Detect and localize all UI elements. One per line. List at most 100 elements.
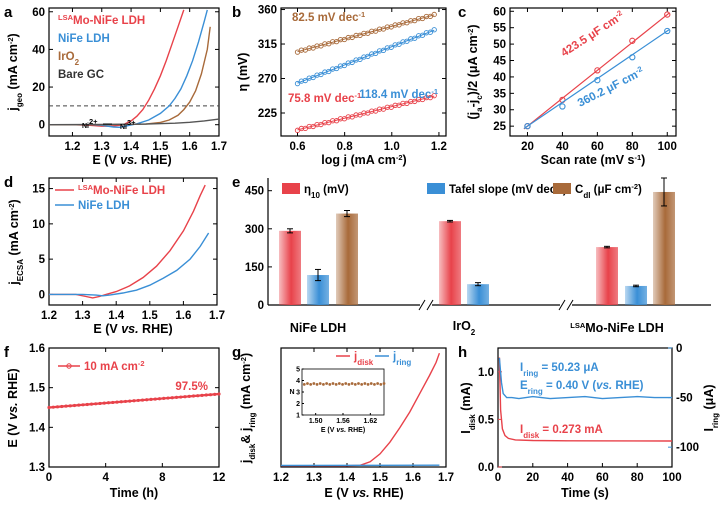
panel-g-inset-data-point (350, 382, 354, 385)
panel-e-legend-entry: Cdl (μF cm-2) (575, 182, 642, 200)
panel-g-xtick-label: 1.5 (372, 472, 389, 484)
panel-f-data-point (170, 396, 174, 400)
panel-e-axis-break (558, 299, 566, 311)
panel-c-xtick-label: 100 (658, 141, 677, 153)
panel-h-xtick-label: 100 (662, 472, 681, 484)
panel-g-inset-ytick-label: 3 (296, 390, 300, 397)
panel-g-inset-data-point (309, 383, 313, 386)
panel-a-xtick-label: 1.2 (64, 141, 80, 153)
panel-d-xtick-label: 1.5 (142, 310, 159, 322)
panel-g-frame (280, 347, 447, 468)
panel-a-xtick-label: 1.4 (123, 141, 140, 153)
panel-b-ylabel: η (mV) (236, 53, 250, 92)
panel-b-ytick-label: 270 (258, 74, 277, 86)
panel-d-xtick-label: 1.2 (41, 310, 57, 322)
panel-f-data-point (119, 400, 123, 404)
panel-b-xtick-label: 0.8 (337, 141, 354, 153)
panel-h-ytick-label-right: -50 (676, 393, 693, 405)
panel-g-inset-data-point (353, 383, 357, 386)
panel-f-data-point (217, 392, 221, 396)
panel-a-ytick-label: 0 (39, 120, 45, 132)
panel-c-ytick-label: 60 (493, 6, 506, 18)
panel-c-ytick-label: 25 (493, 121, 506, 133)
panel-f-data-point (149, 397, 153, 402)
panel-f-xtick-label: 0 (46, 472, 52, 484)
panel-h-annotation: Ering = 0.40 V (vs. RHE) (520, 380, 644, 396)
panel-a-xlabel: E (V vs. RHE) (92, 153, 171, 167)
panel-a-legend-entry: NiFe LDH (58, 33, 110, 45)
panel-e-bar (336, 213, 358, 305)
panel-g-inset-ytick-label: 2 (296, 401, 300, 408)
panel-a-legend-entry: Bare GC (58, 69, 104, 81)
panel-h-xlabel: Time (s) (561, 486, 609, 500)
panel-g-inset-xtick-label: 1.62 (364, 418, 378, 425)
panel-e-bar (307, 275, 329, 305)
panel-c-fit-line (523, 12, 670, 130)
panel-f-xtick-label: 12 (213, 472, 226, 484)
panel-a-frame (48, 7, 220, 137)
panel-e-bar (625, 285, 647, 305)
panel-d-ytick-label: 0 (39, 289, 45, 301)
panel-g-inset-data-point (318, 382, 322, 385)
panel-b-annotation: 75.8 mV dec-1 (288, 91, 361, 106)
panel-a-xtick-label: 1.3 (94, 141, 110, 153)
panel-g-inset-data-point (376, 382, 380, 385)
panel-c-data-point (629, 54, 636, 61)
panel-a-ytick-label: 60 (32, 7, 45, 19)
panel-d-ytick-label: 10 (32, 219, 45, 231)
panel-b-ytick-label: 315 (258, 39, 278, 51)
panel-f-data-point (85, 402, 89, 407)
panel-g-inset-ytick-label: 4 (296, 378, 300, 385)
panel-e-bar (279, 230, 301, 305)
panel-g-xtick-label: 1.3 (306, 472, 322, 484)
panel-b-annotation: 82.5 mV dec-1 (292, 10, 365, 25)
panel-c-ytick-label: 55 (493, 23, 506, 35)
panel-f-data-point (153, 397, 157, 401)
panel-g-inset-data-point (328, 383, 332, 386)
panel-f-data-point (98, 401, 102, 406)
panel-e-bar (596, 247, 618, 305)
panel-h-xtick-label: 40 (561, 472, 574, 484)
panel-h-xtick-label: 60 (596, 472, 609, 484)
panel-c-data-point (594, 77, 601, 84)
panel-b-fit-line (297, 29, 435, 84)
panel-d-xtick-label: 1.3 (75, 310, 91, 322)
panel-c-data-point (524, 123, 531, 130)
panel-b-ytick-label: 225 (258, 108, 278, 120)
panel-f-data-point (132, 399, 136, 403)
panel-a-legend-entry: IrO2 (58, 51, 80, 67)
panel-g-inset-data-point (366, 383, 370, 386)
panel-c-data-point (594, 67, 601, 74)
panel-f-data-point (72, 403, 77, 408)
panel-g-inset-ylabel: N (289, 389, 294, 396)
panel-a-xtick-label: 1.7 (211, 141, 227, 153)
panel-f-legend-marker (66, 363, 72, 369)
panel-f-legend-entry: 10 mA cm-2 (84, 359, 145, 374)
panel-g-inset-data-point (315, 383, 319, 386)
panel-c-xtick-label: 80 (626, 141, 639, 153)
panel-h-ytick-label-right: 0 (676, 343, 682, 355)
panel-d-xtick-label: 1.7 (209, 310, 225, 322)
panel-e-category-label: NiFe LDH (290, 321, 346, 335)
panel-f-data-point (60, 404, 64, 409)
panel-f-data-point (145, 398, 149, 402)
panel-c-data-point (664, 27, 671, 35)
panel-f-data-point (208, 393, 213, 397)
panel-c-data-point (559, 103, 566, 110)
panel-e-category-label: LSAMo-NiFe LDH (570, 321, 663, 336)
panel-e-bar (439, 221, 461, 305)
panel-f-data-point (191, 394, 196, 398)
panel-g-inset-data-point (325, 382, 328, 385)
panel-h-ytick-label-left: 0.5 (478, 414, 495, 426)
panel-g-inset-data-point (306, 382, 309, 385)
panel-f-data-point (89, 402, 94, 406)
panel-f-annotation: 97.5% (175, 381, 208, 393)
panel-f-data-point (81, 403, 85, 407)
panel-g-inset-data-point (357, 382, 360, 385)
panel-label-c: c (458, 4, 466, 21)
panel-e-ytick-label: 450 (245, 186, 264, 198)
panel-a-legend-entry: LSAMo-NiFe LDH (58, 13, 145, 28)
panel-b-data-point (294, 80, 301, 87)
panel-e-bar (467, 284, 489, 305)
panel-c-xlabel: Scan rate (mV s-1) (541, 153, 646, 168)
